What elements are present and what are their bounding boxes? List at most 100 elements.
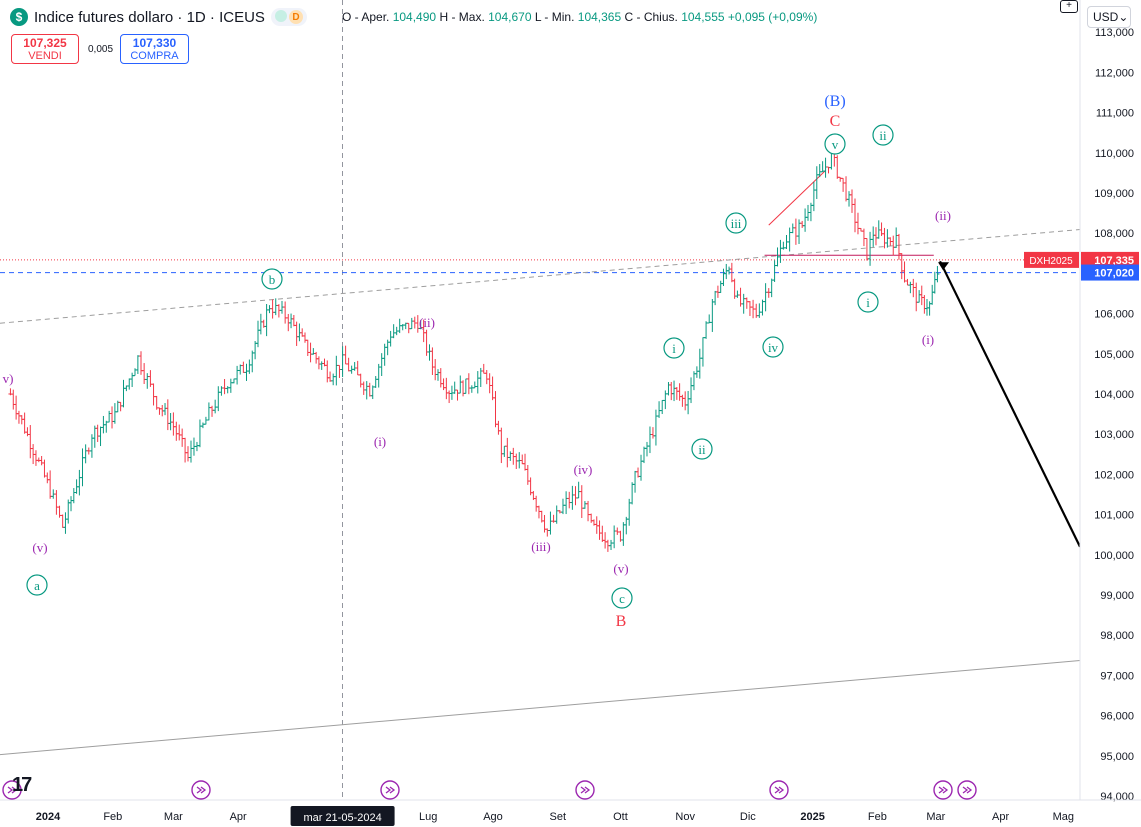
price-tick-label: 94,000 — [1100, 791, 1134, 803]
price-tick-label: 95,000 — [1100, 751, 1134, 763]
wave-circle — [261, 268, 283, 290]
ohlc-bar — [713, 290, 718, 306]
ohlc-bar — [814, 166, 819, 199]
wave-label: (v) — [613, 561, 628, 576]
symbol-title[interactable]: Indice futures dollaro · 1D · ICEUS — [34, 8, 265, 26]
event-chevrons — [385, 786, 396, 794]
buy-button[interactable]: 107,330 COMPRA — [120, 34, 189, 64]
ohlc-bar — [48, 470, 53, 499]
price-tick-label: 101,000 — [1094, 510, 1134, 522]
ohlc-bar — [899, 253, 904, 280]
ohlc-bar — [674, 387, 679, 400]
ohlc-bar — [855, 212, 860, 235]
event-marker-icon[interactable] — [575, 780, 595, 800]
event-chevrons — [7, 786, 18, 794]
ohlc-bar — [409, 317, 414, 330]
ohlc-bar — [433, 359, 438, 381]
wave-circle — [872, 124, 894, 146]
ohlc-bar — [573, 486, 578, 506]
ohlc-bar — [39, 455, 44, 466]
time-tick-label: Set — [549, 811, 566, 823]
symbol-tag — [1024, 251, 1079, 268]
sell-button[interactable]: 107,325 VENDI — [11, 34, 79, 64]
high-value: 104,670 — [488, 10, 532, 24]
ohlc-bar — [481, 363, 486, 374]
ohlc-bar — [769, 278, 774, 298]
ohlc-bar — [902, 261, 907, 283]
trendline — [768, 170, 826, 226]
ohlc-bar — [781, 241, 786, 250]
ohlc-bar — [283, 301, 288, 324]
wave-circle — [611, 587, 633, 609]
ohlc-bar — [700, 337, 705, 367]
wave-label: (B) — [824, 93, 845, 110]
time-tick-label: 2025 — [800, 811, 824, 823]
event-marker-icon[interactable] — [191, 780, 211, 800]
ohlc-bar — [727, 266, 732, 275]
tradingview-logo-icon[interactable]: 17 — [12, 774, 32, 796]
wave-label: B — [616, 613, 627, 630]
ohlc-bar — [183, 437, 188, 463]
wave-circle — [762, 336, 784, 358]
price-tick-label: 99,000 — [1100, 590, 1134, 602]
currency-select[interactable]: USD ⌄ — [1087, 6, 1131, 28]
ohlc-bar — [715, 285, 720, 298]
wave-label-text: (ii) — [935, 208, 951, 223]
event-marker-icon[interactable] — [380, 780, 400, 800]
ohlc-bar — [200, 422, 205, 429]
price-tick-label: 98,000 — [1100, 630, 1134, 642]
ohlc-bar — [388, 330, 393, 347]
chart-header: $ Indice futures dollaro · 1D · ICEUS D — [10, 6, 307, 28]
ohlc-bar — [63, 512, 68, 534]
ohlc-bar — [145, 373, 150, 389]
open-value: 104,490 — [392, 10, 437, 24]
event-marker-icon[interactable] — [933, 780, 953, 800]
ohlc-bar — [461, 380, 466, 397]
ohlc-bar — [657, 401, 662, 418]
price-tick-label: 109,000 — [1094, 188, 1134, 200]
ohlc-bar — [576, 481, 581, 499]
ohlc-bar — [694, 366, 699, 378]
ohlc-bar — [104, 420, 109, 433]
ohlc-bar — [222, 378, 227, 395]
symbol-tag-label: DXH2025 — [1029, 256, 1073, 267]
ohlc-bar — [868, 231, 873, 266]
ohlc-bar — [452, 381, 457, 394]
ohlc-bar — [554, 505, 559, 524]
ohlc-bar — [757, 303, 762, 318]
ohlc-legend: O - Aper. 104,490 H - Max. 104,670 L - M… — [342, 10, 817, 24]
currency-label: USD — [1093, 10, 1119, 24]
time-tick-label: Nov — [675, 811, 695, 823]
status-pill[interactable]: D — [270, 8, 307, 26]
last-price-value: 107,335 — [1094, 255, 1134, 267]
dollar-icon: $ — [10, 8, 28, 26]
event-marker-icon[interactable] — [957, 780, 977, 800]
high-label: H - Max. — [439, 10, 485, 24]
time-tick-label: Ott — [613, 811, 628, 823]
ohlc-bar — [644, 441, 649, 457]
sell-label: VENDI — [28, 50, 62, 62]
ohlc-bar — [864, 238, 869, 261]
add-icon[interactable]: + — [1060, 0, 1078, 13]
ohlc-bar — [319, 361, 324, 370]
ohlc-bar — [672, 380, 677, 402]
ohlc-bar — [130, 372, 135, 388]
ohlc-bar — [653, 409, 658, 446]
ohlc-bar — [930, 284, 935, 305]
event-marker-icon[interactable] — [769, 780, 789, 800]
ohlc-bar — [36, 457, 41, 463]
ohlc-bar — [206, 402, 211, 421]
crosshair-date-label: mar 21-05-2024 — [303, 812, 381, 824]
event-chevrons — [962, 786, 973, 794]
wave-label-text: iii — [731, 216, 742, 231]
level-price-value: 107,020 — [1094, 268, 1134, 280]
event-marker-icon[interactable] — [2, 780, 22, 800]
ohlc-bar — [935, 266, 940, 283]
wave-label: i — [857, 291, 879, 313]
ohlc-bar — [45, 472, 50, 484]
buy-price: 107,330 — [132, 36, 177, 50]
ohlc-bar — [924, 299, 929, 316]
wave-label: (iii) — [531, 539, 551, 554]
ohlc-bar — [919, 285, 924, 306]
